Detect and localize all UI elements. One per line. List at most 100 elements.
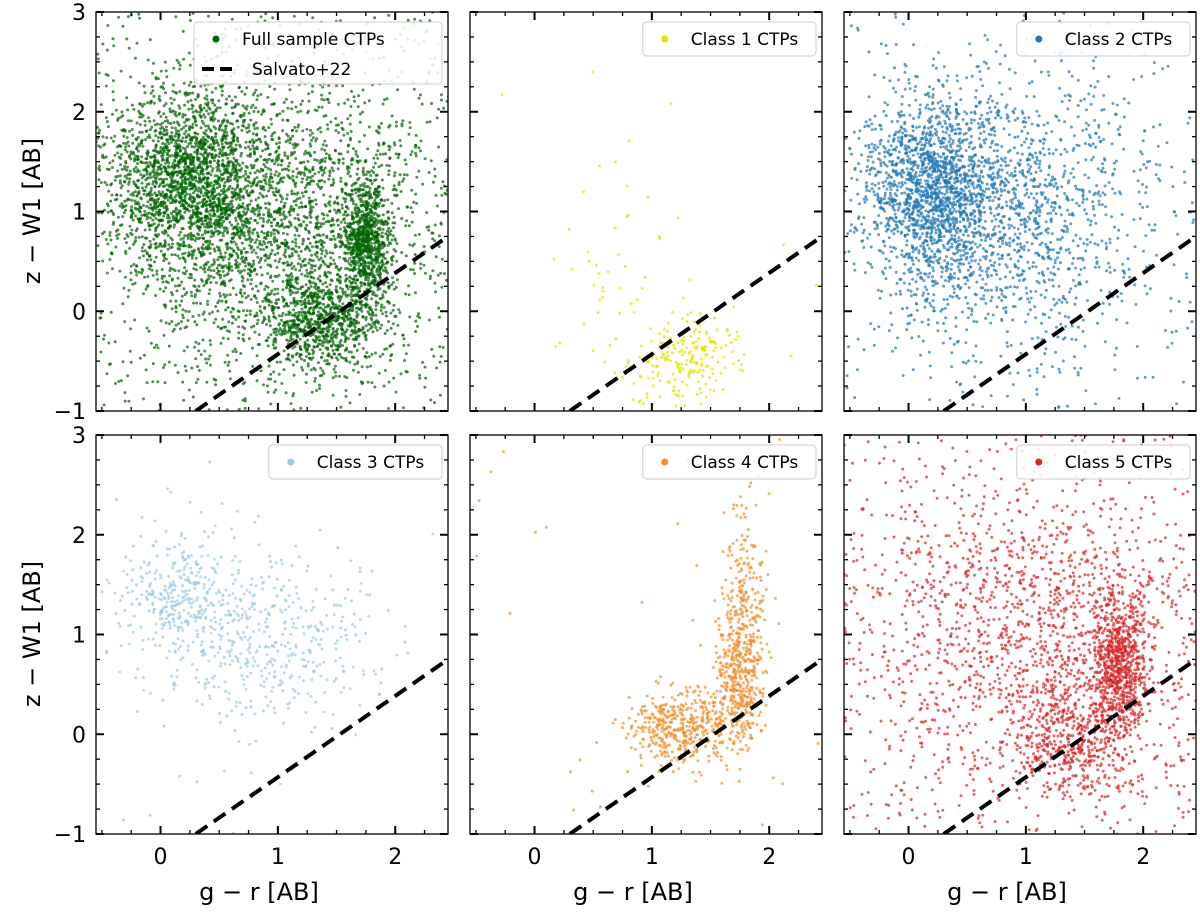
data-point — [310, 302, 314, 306]
data-point — [349, 230, 353, 234]
data-point — [394, 152, 398, 156]
data-point — [152, 119, 156, 123]
data-point — [249, 118, 253, 122]
data-point — [361, 88, 365, 92]
data-point — [363, 101, 367, 105]
data-point — [158, 287, 162, 291]
data-point — [142, 168, 146, 172]
data-point — [417, 312, 420, 316]
data-point — [351, 147, 355, 151]
data-point — [414, 319, 418, 323]
data-point — [350, 211, 354, 215]
data-point — [334, 374, 338, 378]
data-point — [387, 148, 391, 152]
data-point — [184, 118, 188, 121]
data-point — [243, 92, 247, 96]
data-point — [327, 288, 331, 292]
data-point — [249, 297, 253, 301]
data-point — [108, 362, 111, 366]
data-point — [154, 146, 158, 150]
data-point — [109, 310, 113, 314]
data-point — [126, 165, 129, 169]
data-point — [211, 201, 215, 205]
data-point — [344, 197, 348, 201]
data-point — [335, 219, 339, 223]
data-point — [237, 230, 241, 234]
data-point — [282, 321, 286, 325]
data-point — [356, 238, 360, 242]
data-point — [318, 274, 322, 278]
data-point — [203, 215, 207, 219]
data-point — [240, 205, 243, 209]
data-point — [205, 429, 208, 432]
data-point — [120, 167, 124, 171]
data-point — [209, 164, 213, 168]
data-point — [274, 340, 278, 344]
data-point — [342, 133, 346, 137]
data-point — [350, 162, 354, 166]
data-point — [246, 184, 250, 188]
data-point — [341, 344, 344, 347]
data-point — [328, 283, 332, 287]
data-point — [240, 151, 243, 155]
data-point — [197, 342, 201, 346]
data-point — [281, 311, 285, 315]
data-point — [223, 181, 227, 184]
data-point — [225, 293, 229, 297]
data-point — [164, 205, 168, 209]
data-point — [140, 246, 144, 250]
data-point — [354, 281, 358, 285]
data-point — [303, 274, 307, 278]
data-point — [303, 152, 306, 156]
data-point — [364, 208, 368, 212]
data-point — [189, 252, 192, 256]
data-point — [239, 189, 243, 193]
data-point — [381, 227, 385, 231]
data-point — [142, 397, 145, 401]
data-point — [384, 152, 388, 156]
data-point — [191, 91, 195, 95]
data-point — [170, 201, 174, 205]
data-point — [186, 319, 190, 322]
data-point — [240, 214, 244, 218]
data-point — [401, 179, 405, 183]
data-point — [244, 172, 248, 176]
data-point — [318, 161, 322, 165]
data-point — [292, 330, 296, 334]
data-point — [382, 243, 386, 247]
data-point — [244, 313, 248, 317]
data-point — [225, 245, 229, 249]
data-point — [111, 159, 115, 163]
data-point — [168, 274, 172, 278]
data-point — [303, 344, 307, 348]
data-point — [150, 268, 154, 272]
data-point — [240, 90, 244, 93]
data-point — [394, 390, 398, 394]
data-point — [294, 277, 298, 281]
data-point — [113, 340, 117, 344]
data-point — [223, 360, 227, 364]
data-point — [193, 320, 197, 324]
data-point — [403, 359, 406, 363]
data-point — [160, 244, 164, 248]
data-point — [332, 234, 336, 238]
data-point — [277, 153, 281, 157]
data-point — [178, 256, 182, 260]
data-point — [176, 371, 180, 374]
data-point — [315, 294, 319, 297]
data-point — [364, 190, 368, 194]
data-point — [256, 126, 259, 130]
data-point — [269, 377, 273, 381]
data-point — [267, 126, 271, 129]
data-point — [220, 154, 224, 158]
data-point — [149, 258, 153, 262]
data-point — [400, 251, 404, 254]
data-point — [432, 354, 436, 358]
data-point — [165, 75, 169, 79]
data-point — [154, 294, 158, 297]
data-point — [413, 233, 417, 237]
data-point — [374, 240, 378, 244]
data-point — [140, 104, 144, 108]
data-point — [266, 285, 270, 289]
data-point — [329, 256, 333, 260]
